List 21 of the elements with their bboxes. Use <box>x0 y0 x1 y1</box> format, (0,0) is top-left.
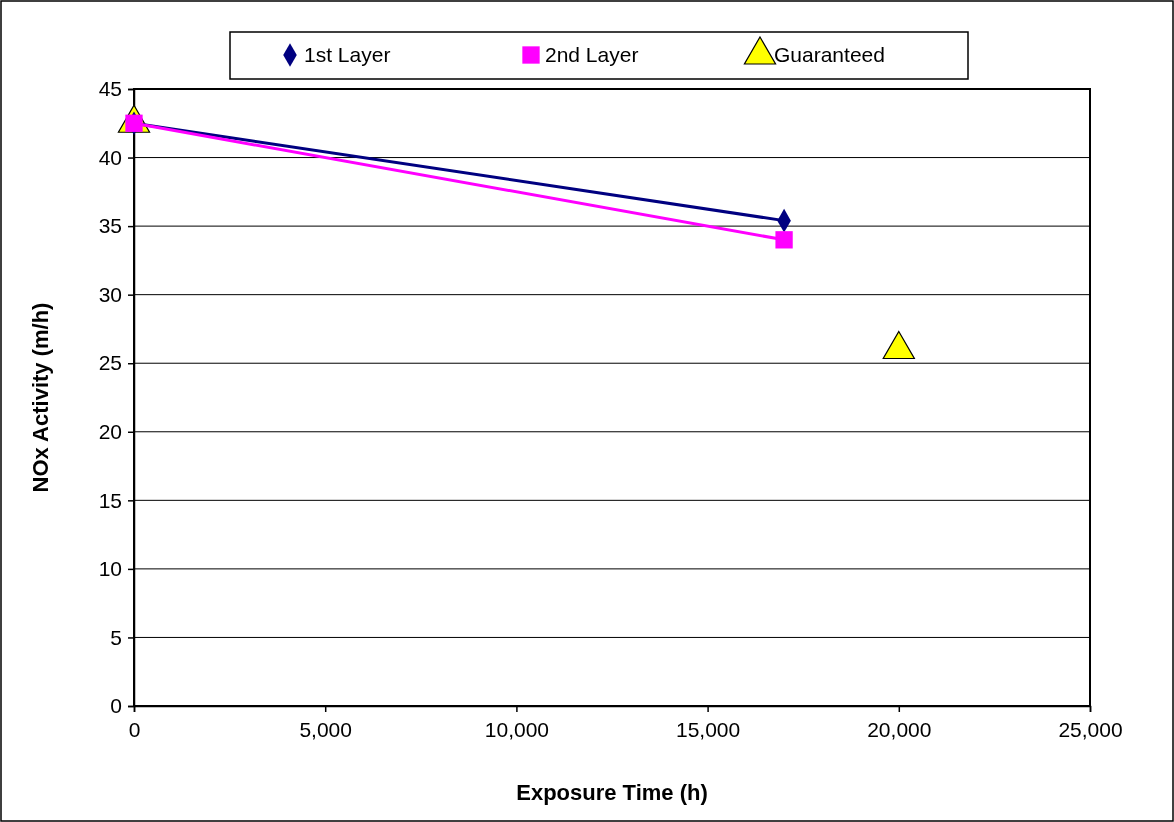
y-tick-label: 35 <box>98 214 122 238</box>
y-tick-label: 25 <box>98 351 122 375</box>
x-tick-label: 0 <box>128 717 141 741</box>
y-tick-label: 10 <box>98 557 122 581</box>
legend-label: 1st Layer <box>304 43 391 66</box>
y-tick-label: 15 <box>98 488 122 512</box>
x-tick-label: 10,000 <box>484 717 550 741</box>
x-axis-title: Exposure Time (h) <box>516 780 708 805</box>
x-tick-label: 20,000 <box>867 717 932 741</box>
y-tick-label: 5 <box>110 625 122 649</box>
x-tick-label: 5,000 <box>299 717 352 741</box>
y-tick-label: 30 <box>98 282 122 306</box>
y-axis-title: NOx Activity (m/h) <box>28 302 53 493</box>
y-tick-label: 20 <box>98 420 122 443</box>
x-tick-label: 15,000 <box>675 717 741 741</box>
y-tick-label: 45 <box>98 77 122 101</box>
legend-label: Guaranteed <box>774 43 885 66</box>
y-tick-label: 40 <box>98 145 122 169</box>
x-tick-label: 25,000 <box>1058 717 1123 741</box>
y-tick-label: 0 <box>110 694 122 718</box>
legend-label: 2nd Layer <box>545 43 639 66</box>
